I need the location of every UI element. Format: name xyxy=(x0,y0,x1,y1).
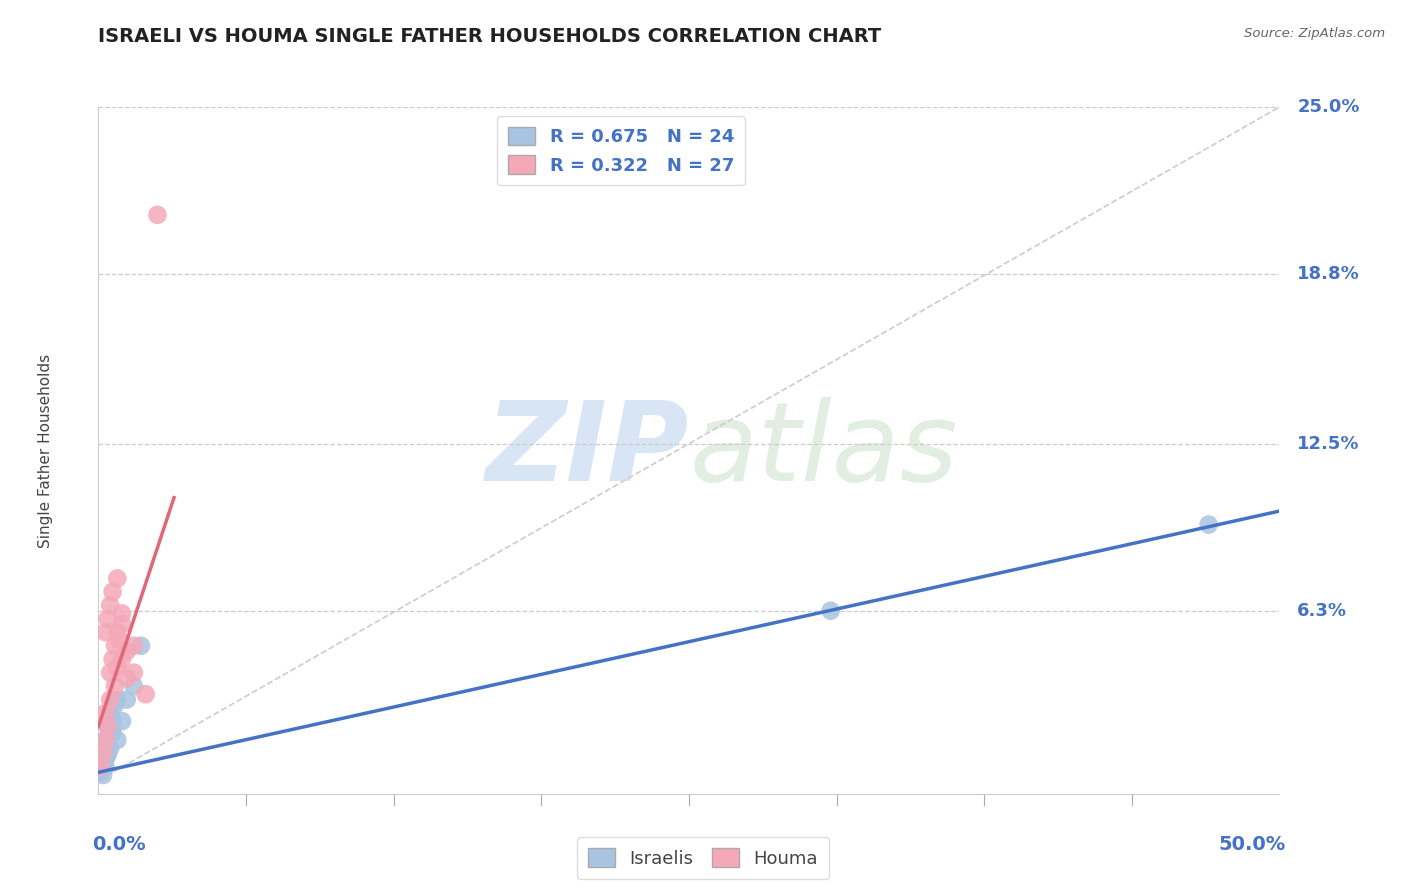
Point xyxy=(94,706,117,720)
Point xyxy=(105,733,128,747)
Text: 50.0%: 50.0% xyxy=(1218,835,1285,855)
Point xyxy=(98,692,121,706)
Text: ISRAELI VS HOUMA SINGLE FATHER HOUSEHOLDS CORRELATION CHART: ISRAELI VS HOUMA SINGLE FATHER HOUSEHOLD… xyxy=(98,27,882,45)
Text: 25.0%: 25.0% xyxy=(1298,98,1360,116)
Point xyxy=(101,652,124,666)
Point xyxy=(98,706,121,720)
Text: 18.8%: 18.8% xyxy=(1298,265,1360,283)
Point xyxy=(94,625,117,640)
Point xyxy=(104,698,127,712)
Point xyxy=(135,687,157,701)
Point xyxy=(104,639,127,653)
Point xyxy=(108,633,131,648)
Point xyxy=(101,714,124,728)
Point xyxy=(98,741,121,756)
Point xyxy=(104,679,127,693)
Point xyxy=(91,760,114,774)
Point xyxy=(111,617,134,632)
Point xyxy=(90,760,112,774)
Point xyxy=(105,660,128,674)
Point xyxy=(105,625,128,640)
Point xyxy=(146,208,169,222)
Text: atlas: atlas xyxy=(689,397,957,504)
Point xyxy=(97,720,120,734)
Point xyxy=(115,671,138,685)
Point xyxy=(101,585,124,599)
Point xyxy=(122,639,145,653)
Point xyxy=(98,599,121,613)
Point xyxy=(101,725,124,739)
Text: 6.3%: 6.3% xyxy=(1298,602,1347,620)
Point xyxy=(122,679,145,693)
Point xyxy=(91,747,114,761)
Text: 12.5%: 12.5% xyxy=(1298,434,1360,453)
Point xyxy=(94,752,117,766)
Point xyxy=(820,604,842,618)
Point xyxy=(91,768,114,782)
Point xyxy=(129,639,152,653)
Point xyxy=(115,692,138,706)
Point xyxy=(94,733,117,747)
Point xyxy=(105,571,128,585)
Point xyxy=(94,760,117,774)
Text: ZIP: ZIP xyxy=(485,397,689,504)
Point xyxy=(97,747,120,761)
Point xyxy=(94,733,117,747)
Point xyxy=(115,644,138,658)
Legend: R = 0.675   N = 24, R = 0.322   N = 27: R = 0.675 N = 24, R = 0.322 N = 27 xyxy=(498,116,745,186)
Text: 0.0%: 0.0% xyxy=(93,835,146,855)
Point xyxy=(111,607,134,621)
Point xyxy=(94,752,117,766)
Point xyxy=(111,652,134,666)
Point xyxy=(105,692,128,706)
Point xyxy=(98,665,121,680)
Point xyxy=(111,714,134,728)
Text: Source: ZipAtlas.com: Source: ZipAtlas.com xyxy=(1244,27,1385,40)
Point xyxy=(98,725,121,739)
Point xyxy=(97,747,120,761)
Point xyxy=(97,720,120,734)
Point xyxy=(1198,517,1220,532)
Point xyxy=(97,612,120,626)
Point xyxy=(122,665,145,680)
Legend: Israelis, Houma: Israelis, Houma xyxy=(578,838,828,879)
Text: Single Father Households: Single Father Households xyxy=(38,353,53,548)
Point xyxy=(90,765,112,780)
